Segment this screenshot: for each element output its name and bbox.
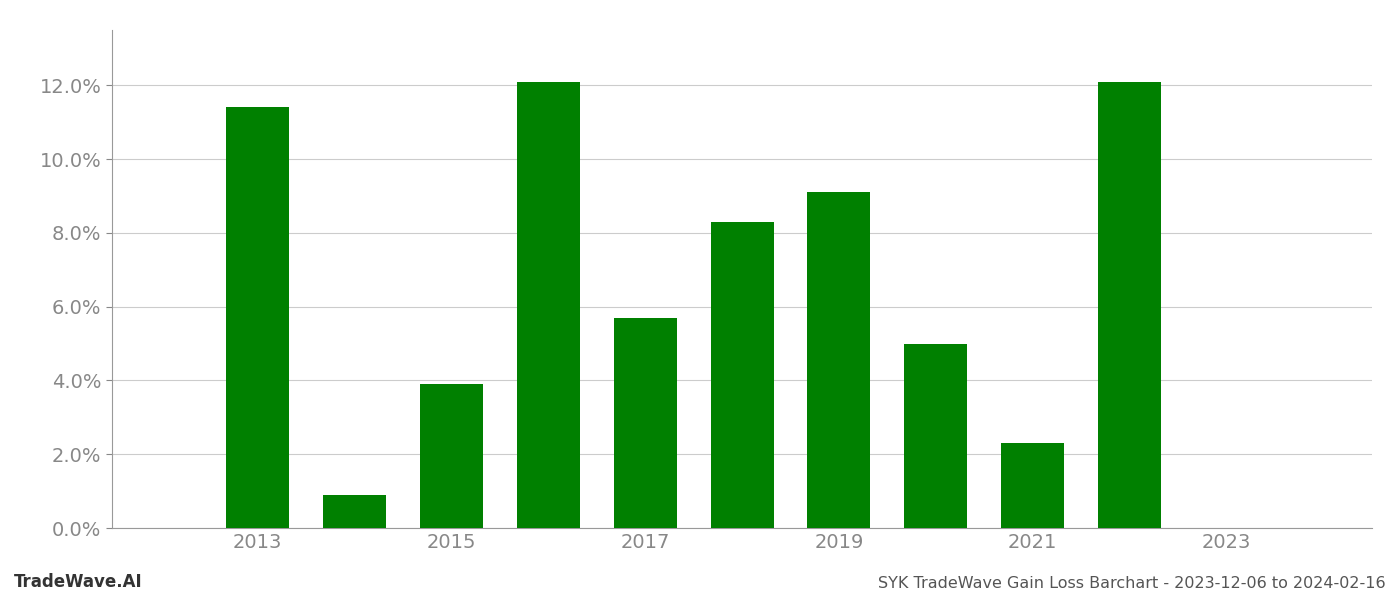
Bar xyxy=(904,344,967,528)
Bar xyxy=(420,384,483,528)
Bar xyxy=(323,495,386,528)
Bar xyxy=(1098,82,1161,528)
Bar xyxy=(808,193,871,528)
Bar xyxy=(613,318,676,528)
Bar xyxy=(1001,443,1064,528)
Bar xyxy=(711,222,774,528)
Text: SYK TradeWave Gain Loss Barchart - 2023-12-06 to 2024-02-16: SYK TradeWave Gain Loss Barchart - 2023-… xyxy=(878,576,1386,591)
Bar xyxy=(517,82,580,528)
Bar xyxy=(225,107,288,528)
Text: TradeWave.AI: TradeWave.AI xyxy=(14,573,143,591)
